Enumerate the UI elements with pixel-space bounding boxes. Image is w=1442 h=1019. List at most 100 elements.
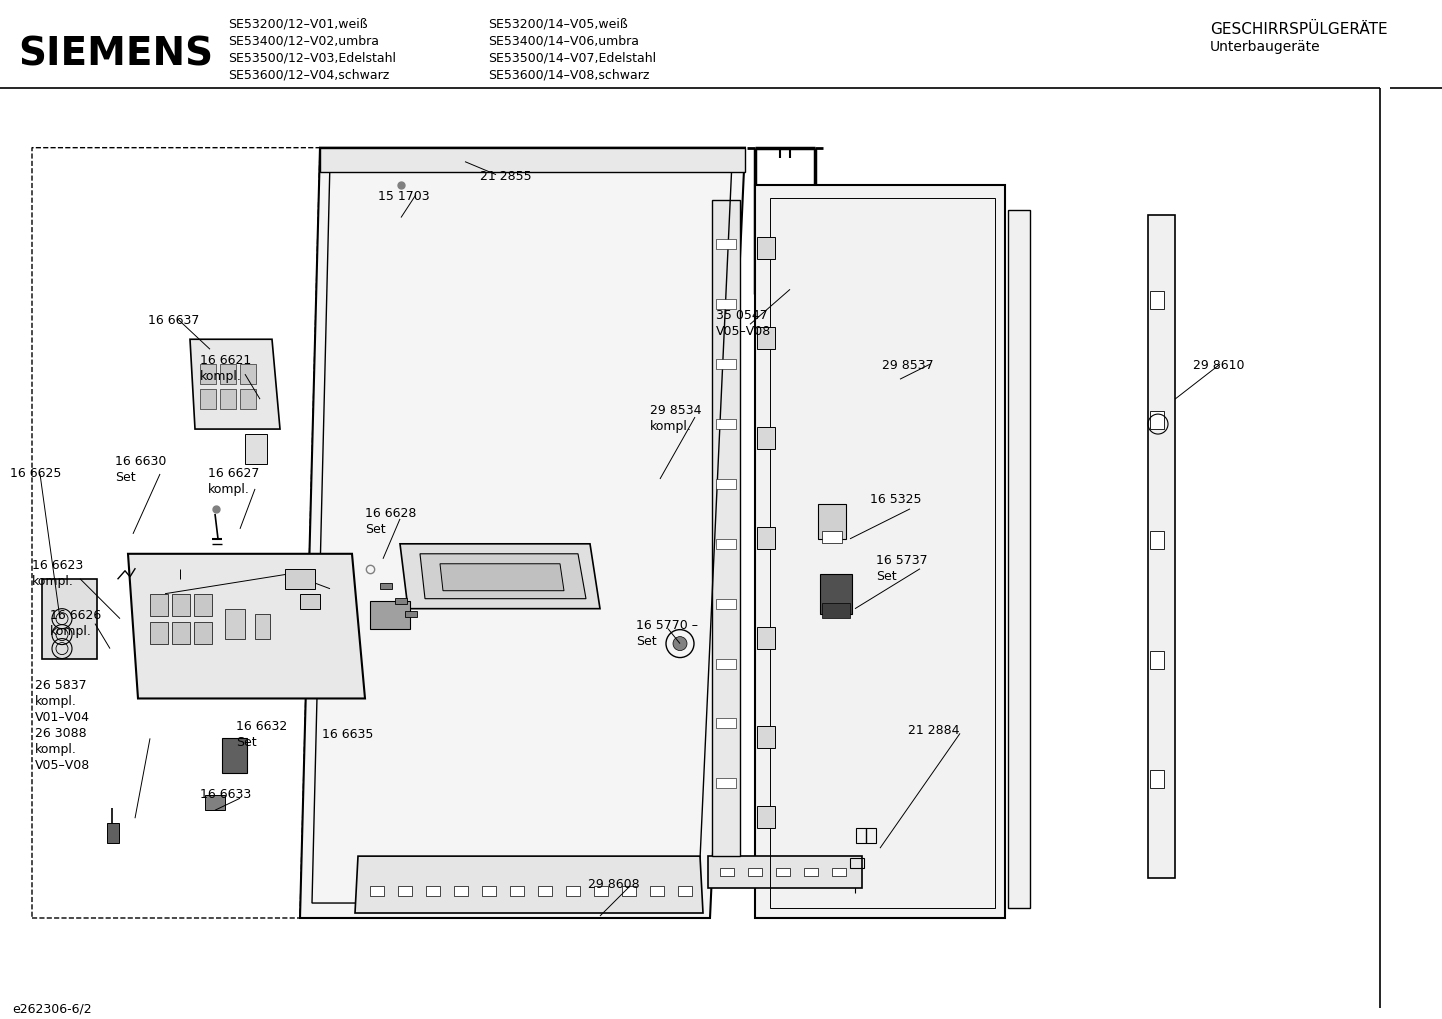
Polygon shape [320, 148, 746, 171]
Text: 21 2855: 21 2855 [480, 169, 532, 182]
Bar [1151, 291, 1164, 310]
Bar [1151, 770, 1164, 789]
Bar [239, 389, 257, 409]
Bar [622, 887, 636, 896]
Bar [822, 531, 842, 543]
Polygon shape [420, 553, 585, 599]
Text: SE53600/12–V04,schwarz: SE53600/12–V04,schwarz [228, 69, 389, 82]
Polygon shape [712, 200, 740, 856]
Text: 16 6637: 16 6637 [149, 314, 199, 327]
Text: 16 5737
Set: 16 5737 Set [875, 553, 927, 583]
Bar [239, 364, 257, 384]
Bar [832, 868, 846, 876]
Text: 16 6626
kompl.: 16 6626 kompl. [50, 608, 101, 638]
Bar [805, 868, 818, 876]
Bar [371, 887, 384, 896]
Bar [678, 887, 692, 896]
Bar [717, 658, 735, 668]
Text: SIEMENS: SIEMENS [17, 36, 213, 74]
Text: SE53200/12–V01,weiß: SE53200/12–V01,weiß [228, 18, 368, 31]
Text: SE53500/12–V03,Edelstahl: SE53500/12–V03,Edelstahl [228, 52, 397, 65]
Bar [425, 887, 440, 896]
Bar [205, 795, 225, 810]
Bar [200, 364, 216, 384]
Text: 29 8610: 29 8610 [1193, 360, 1244, 372]
Text: 16 6635: 16 6635 [322, 729, 373, 742]
Bar [857, 828, 875, 843]
Text: 16 6625: 16 6625 [10, 467, 62, 480]
Bar [107, 823, 120, 843]
Bar [381, 583, 392, 589]
Bar [1151, 411, 1164, 429]
Bar [405, 610, 417, 616]
Bar [482, 887, 496, 896]
Text: 21 2884: 21 2884 [908, 725, 959, 738]
Polygon shape [355, 856, 704, 913]
Text: SE53500/14–V07,Edelstahl: SE53500/14–V07,Edelstahl [487, 52, 656, 65]
Text: 16 6627
kompl.: 16 6627 kompl. [208, 467, 260, 496]
Text: 35 0547
V05–V08: 35 0547 V05–V08 [717, 310, 771, 338]
Bar [195, 594, 212, 615]
Bar [757, 237, 774, 260]
Bar [717, 779, 735, 789]
Polygon shape [708, 856, 862, 889]
Text: 16 6623
kompl.: 16 6623 kompl. [32, 558, 84, 588]
Bar [42, 579, 97, 658]
Polygon shape [1148, 215, 1175, 878]
Bar [757, 627, 774, 648]
Text: 16 6630
Set: 16 6630 Set [115, 455, 166, 484]
Bar [150, 594, 169, 615]
Text: SE53600/14–V08,schwarz: SE53600/14–V08,schwarz [487, 69, 649, 82]
Bar [720, 868, 734, 876]
Bar [849, 858, 864, 868]
Text: 16 6632
Set: 16 6632 Set [236, 720, 287, 749]
Bar [717, 599, 735, 608]
Bar [200, 389, 216, 409]
Bar [1151, 531, 1164, 549]
Bar [650, 887, 663, 896]
Circle shape [673, 637, 686, 650]
Polygon shape [756, 184, 1005, 918]
Bar [538, 887, 552, 896]
Text: 26 5837
kompl.
V01–V04
26 3088
kompl.
V05–V08: 26 5837 kompl. V01–V04 26 3088 kompl. V0… [35, 679, 91, 771]
Polygon shape [128, 553, 365, 698]
Bar [757, 727, 774, 748]
Bar [820, 574, 852, 613]
Bar [510, 887, 523, 896]
Polygon shape [1008, 210, 1030, 908]
Text: SE53400/14–V06,umbra: SE53400/14–V06,umbra [487, 35, 639, 48]
Text: 16 6633: 16 6633 [200, 789, 251, 801]
Text: 16 6621
kompl.: 16 6621 kompl. [200, 355, 251, 383]
Bar [567, 887, 580, 896]
Bar [398, 887, 412, 896]
Text: 29 8534
kompl.: 29 8534 kompl. [650, 405, 701, 433]
Polygon shape [300, 148, 746, 918]
Bar [255, 613, 270, 639]
Bar [222, 739, 247, 773]
Bar [757, 327, 774, 350]
Polygon shape [190, 339, 280, 429]
Bar [454, 887, 469, 896]
Bar [717, 360, 735, 369]
Bar [172, 622, 190, 644]
Text: 16 6628
Set: 16 6628 Set [365, 506, 417, 536]
Bar [717, 539, 735, 549]
Bar [1151, 650, 1164, 668]
Bar [221, 364, 236, 384]
Polygon shape [440, 564, 564, 591]
Bar [594, 887, 609, 896]
Bar [371, 600, 410, 629]
Bar [717, 479, 735, 489]
Bar [757, 527, 774, 549]
Text: GESCHIRRSPÜLGERÄTE: GESCHIRRSPÜLGERÄTE [1210, 22, 1387, 37]
Bar [172, 594, 190, 615]
Text: SE53200/14–V05,weiß: SE53200/14–V05,weiß [487, 18, 627, 31]
Text: 29 8608: 29 8608 [588, 878, 640, 891]
Bar [748, 868, 761, 876]
Bar [225, 608, 245, 639]
Text: SE53400/12–V02,umbra: SE53400/12–V02,umbra [228, 35, 379, 48]
Text: Unterbaugeräte: Unterbaugeräte [1210, 40, 1321, 54]
Bar [300, 594, 320, 608]
Bar [717, 300, 735, 310]
Bar [757, 806, 774, 828]
